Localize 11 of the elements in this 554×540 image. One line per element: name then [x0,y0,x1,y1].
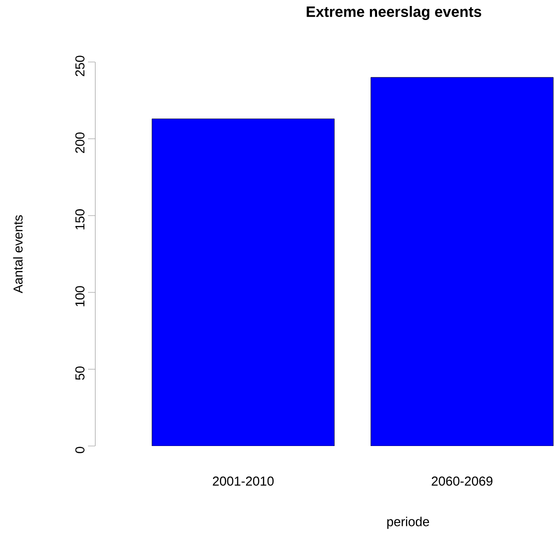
x-axis-title: periode [387,516,430,529]
x-tick-label: 2060-2069 [432,476,492,486]
y-tick-label: 50 [75,366,84,380]
y-tick-label: 0 [75,446,84,454]
y-tick-label: 100 [75,286,84,306]
y-tick-label: 200 [75,132,84,153]
y-axis-title: Aantal events [13,215,23,294]
chart-title: Extreme neerslag events [306,6,482,20]
x-tick-label: 2001-2010 [212,476,274,486]
y-tick-label: 150 [75,209,84,230]
y-tick-label: 250 [75,56,84,76]
